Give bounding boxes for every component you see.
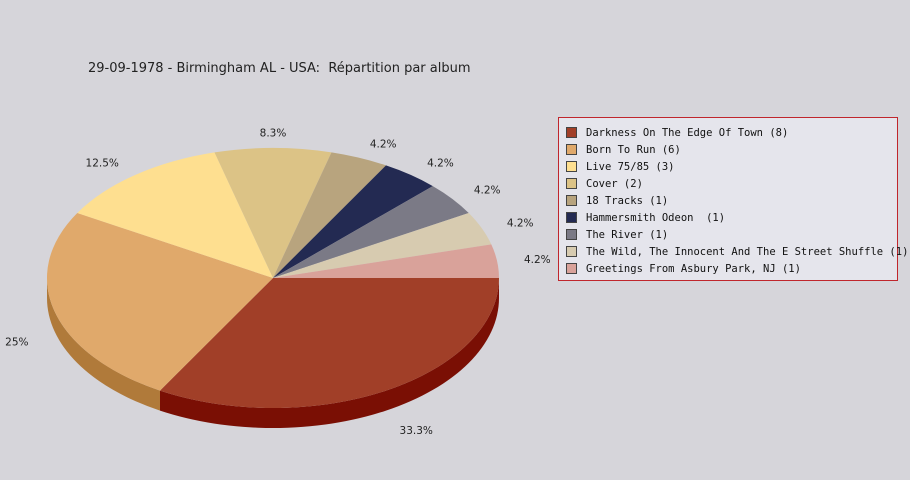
chart-title: 29-09-1978 - Birmingham AL - USA: Répart… <box>88 61 471 76</box>
legend-swatch-8 <box>566 263 577 274</box>
legend-label-8: Greetings From Asbury Park, NJ (1) <box>586 262 801 275</box>
legend-swatch-7 <box>566 246 577 257</box>
legend-item-6: The River (1) <box>566 226 897 243</box>
legend: Darkness On The Edge Of Town (8) Born To … <box>558 117 908 281</box>
pie-slice-5 <box>273 165 433 278</box>
pie-percent-label-1: 25% <box>5 337 28 349</box>
pie-slice-2 <box>77 152 273 278</box>
pie-percent-label-0: 33.3% <box>400 425 433 437</box>
legend-item-8: Greetings From Asbury Park, NJ (1) <box>566 260 897 277</box>
legend-label-5: Hammersmith Odeon (1) <box>586 211 726 224</box>
pie-percent-label-5: 4.2% <box>427 157 454 169</box>
legend-label-4: 18 Tracks (1) <box>586 194 669 207</box>
legend-item-5: Hammersmith Odeon (1) <box>566 209 897 226</box>
pie-slice-6 <box>273 186 469 278</box>
legend-swatch-1 <box>566 144 577 155</box>
legend-swatch-3 <box>566 178 577 189</box>
legend-item-1: Born To Run (6) <box>566 141 897 158</box>
pie-percent-label-2: 12.5% <box>86 157 119 169</box>
pie-slice-side-1 <box>47 278 160 411</box>
pie-slice-8 <box>273 244 499 278</box>
legend-label-3: Cover (2) <box>586 177 643 190</box>
pie-slice-1 <box>47 213 273 391</box>
pie-percent-label-7: 4.2% <box>507 217 534 229</box>
legend-item-7: The Wild, The Innocent And The E Street … <box>566 243 908 260</box>
pie-percent-label-3: 8.3% <box>260 127 287 139</box>
legend-label-2: Live 75/85 (3) <box>586 160 675 173</box>
legend-swatch-6 <box>566 229 577 240</box>
pie-percent-label-6: 4.2% <box>474 184 501 196</box>
pie-percent-label-8: 4.2% <box>524 254 551 266</box>
legend-swatch-5 <box>566 212 577 223</box>
pie-percent-label-4: 4.2% <box>370 138 397 150</box>
legend-label-6: The River (1) <box>586 228 669 241</box>
pie-slice-3 <box>214 148 332 278</box>
legend-label-0: Darkness On The Edge Of Town (8) <box>586 126 789 139</box>
pie-slice-4 <box>273 152 386 278</box>
legend-label-1: Born To Run (6) <box>586 143 681 156</box>
pie-slice-0 <box>160 278 499 409</box>
legend-item-4: 18 Tracks (1) <box>566 192 897 209</box>
legend-swatch-2 <box>566 161 577 172</box>
pie-slices <box>47 148 499 409</box>
pie-percent-labels: 33.3% 25% 12.5% 8.3% 4.2% 4.2% 4.2% 4.2% 4.2% <box>5 127 550 437</box>
legend-label-7: The Wild, The Innocent And The E Street … <box>586 245 909 258</box>
legend-swatch-0 <box>566 127 577 138</box>
legend-item-2: Live 75/85 (3) <box>566 158 897 175</box>
legend-item-3: Cover (2) <box>566 175 897 192</box>
pie-slice-7 <box>273 213 492 278</box>
legend-swatch-4 <box>566 195 577 206</box>
pie-depth <box>47 278 499 428</box>
pie-slice-side-0 <box>160 278 499 428</box>
legend-item-0: Darkness On The Edge Of Town (8) <box>566 124 897 141</box>
